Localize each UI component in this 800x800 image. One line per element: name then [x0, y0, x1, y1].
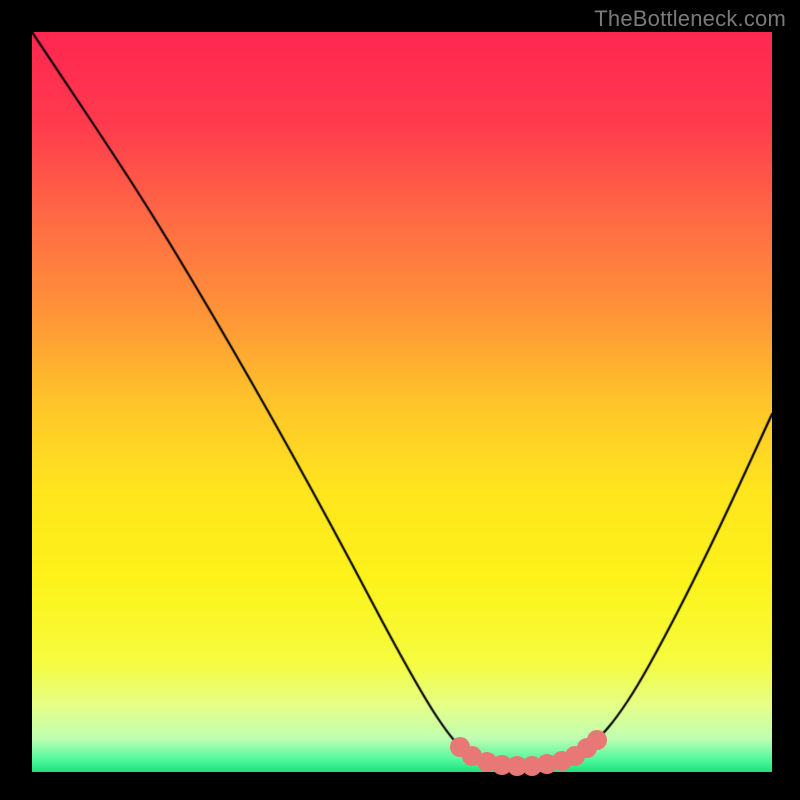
plot-area [32, 32, 772, 772]
curve-marker [587, 730, 607, 750]
marker-layer [32, 32, 772, 772]
watermark-text: TheBottleneck.com [594, 6, 786, 32]
